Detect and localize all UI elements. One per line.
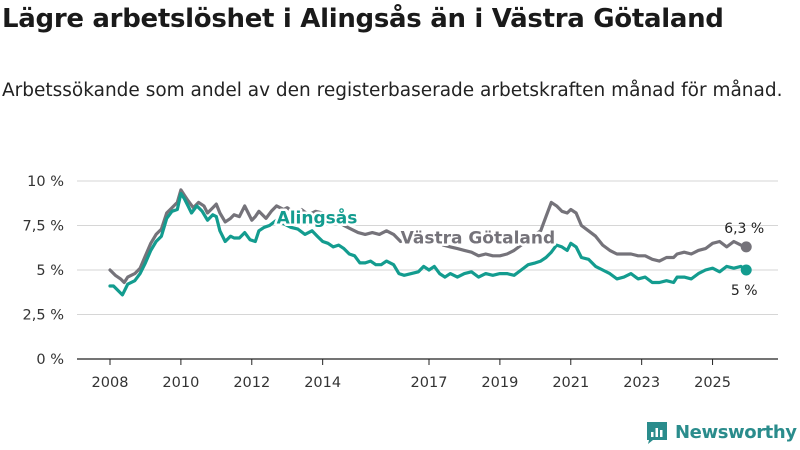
x-tick-label: 2021 (552, 375, 589, 391)
series-end-point-alingsås (740, 264, 752, 276)
x-tick-label: 2017 (411, 375, 448, 391)
page-subtitle: Arbetssökande som andel av den registerb… (2, 80, 783, 101)
y-tick-label: 7,5 % (23, 219, 64, 235)
x-tick-label: 2023 (623, 375, 660, 391)
series-lines: 6,3 % 5 % (108, 188, 764, 299)
series-end-point-västra-götaland (740, 241, 752, 253)
y-tick-label: 2,5 % (23, 308, 64, 324)
grid-lines (77, 180, 778, 360)
x-tick-label: 2019 (481, 375, 518, 391)
y-tick-label: 5 % (36, 263, 64, 279)
x-tick-label: 2012 (233, 375, 270, 391)
series-end-label-västra-götaland: 6,3 % (724, 221, 764, 237)
y-axis-ticks: 0 % 2,5 % 5 % 7,5 % 10 % (23, 174, 64, 368)
x-tick-label: 2010 (162, 375, 199, 391)
bar-chart-logo-icon (647, 422, 667, 444)
page-title: Lägre arbetslöshet i Alingsås än i Västr… (2, 4, 724, 34)
x-axis-ticks: 2008 2010 2012 2014 2017 2019 2021 2023 2025 (92, 359, 731, 391)
y-tick-label: 10 % (27, 174, 64, 190)
brand-name: Newsworthy (675, 421, 797, 443)
y-tick-label: 0 % (36, 352, 64, 368)
series-name-label-alingsås: Alingsås (277, 207, 358, 229)
x-tick-label: 2014 (304, 375, 341, 391)
annotations: Alingsås Västra Götaland (274, 204, 558, 251)
x-tick-label: 2025 (694, 375, 731, 391)
series-end-label-alingsås: 5 % (731, 283, 758, 299)
x-tick-label: 2008 (92, 375, 129, 391)
series-line-alingsås (108, 191, 748, 297)
series-name-label-västra-götaland: Västra Götaland (401, 228, 556, 248)
brand-logo: Newsworthy (645, 420, 797, 444)
